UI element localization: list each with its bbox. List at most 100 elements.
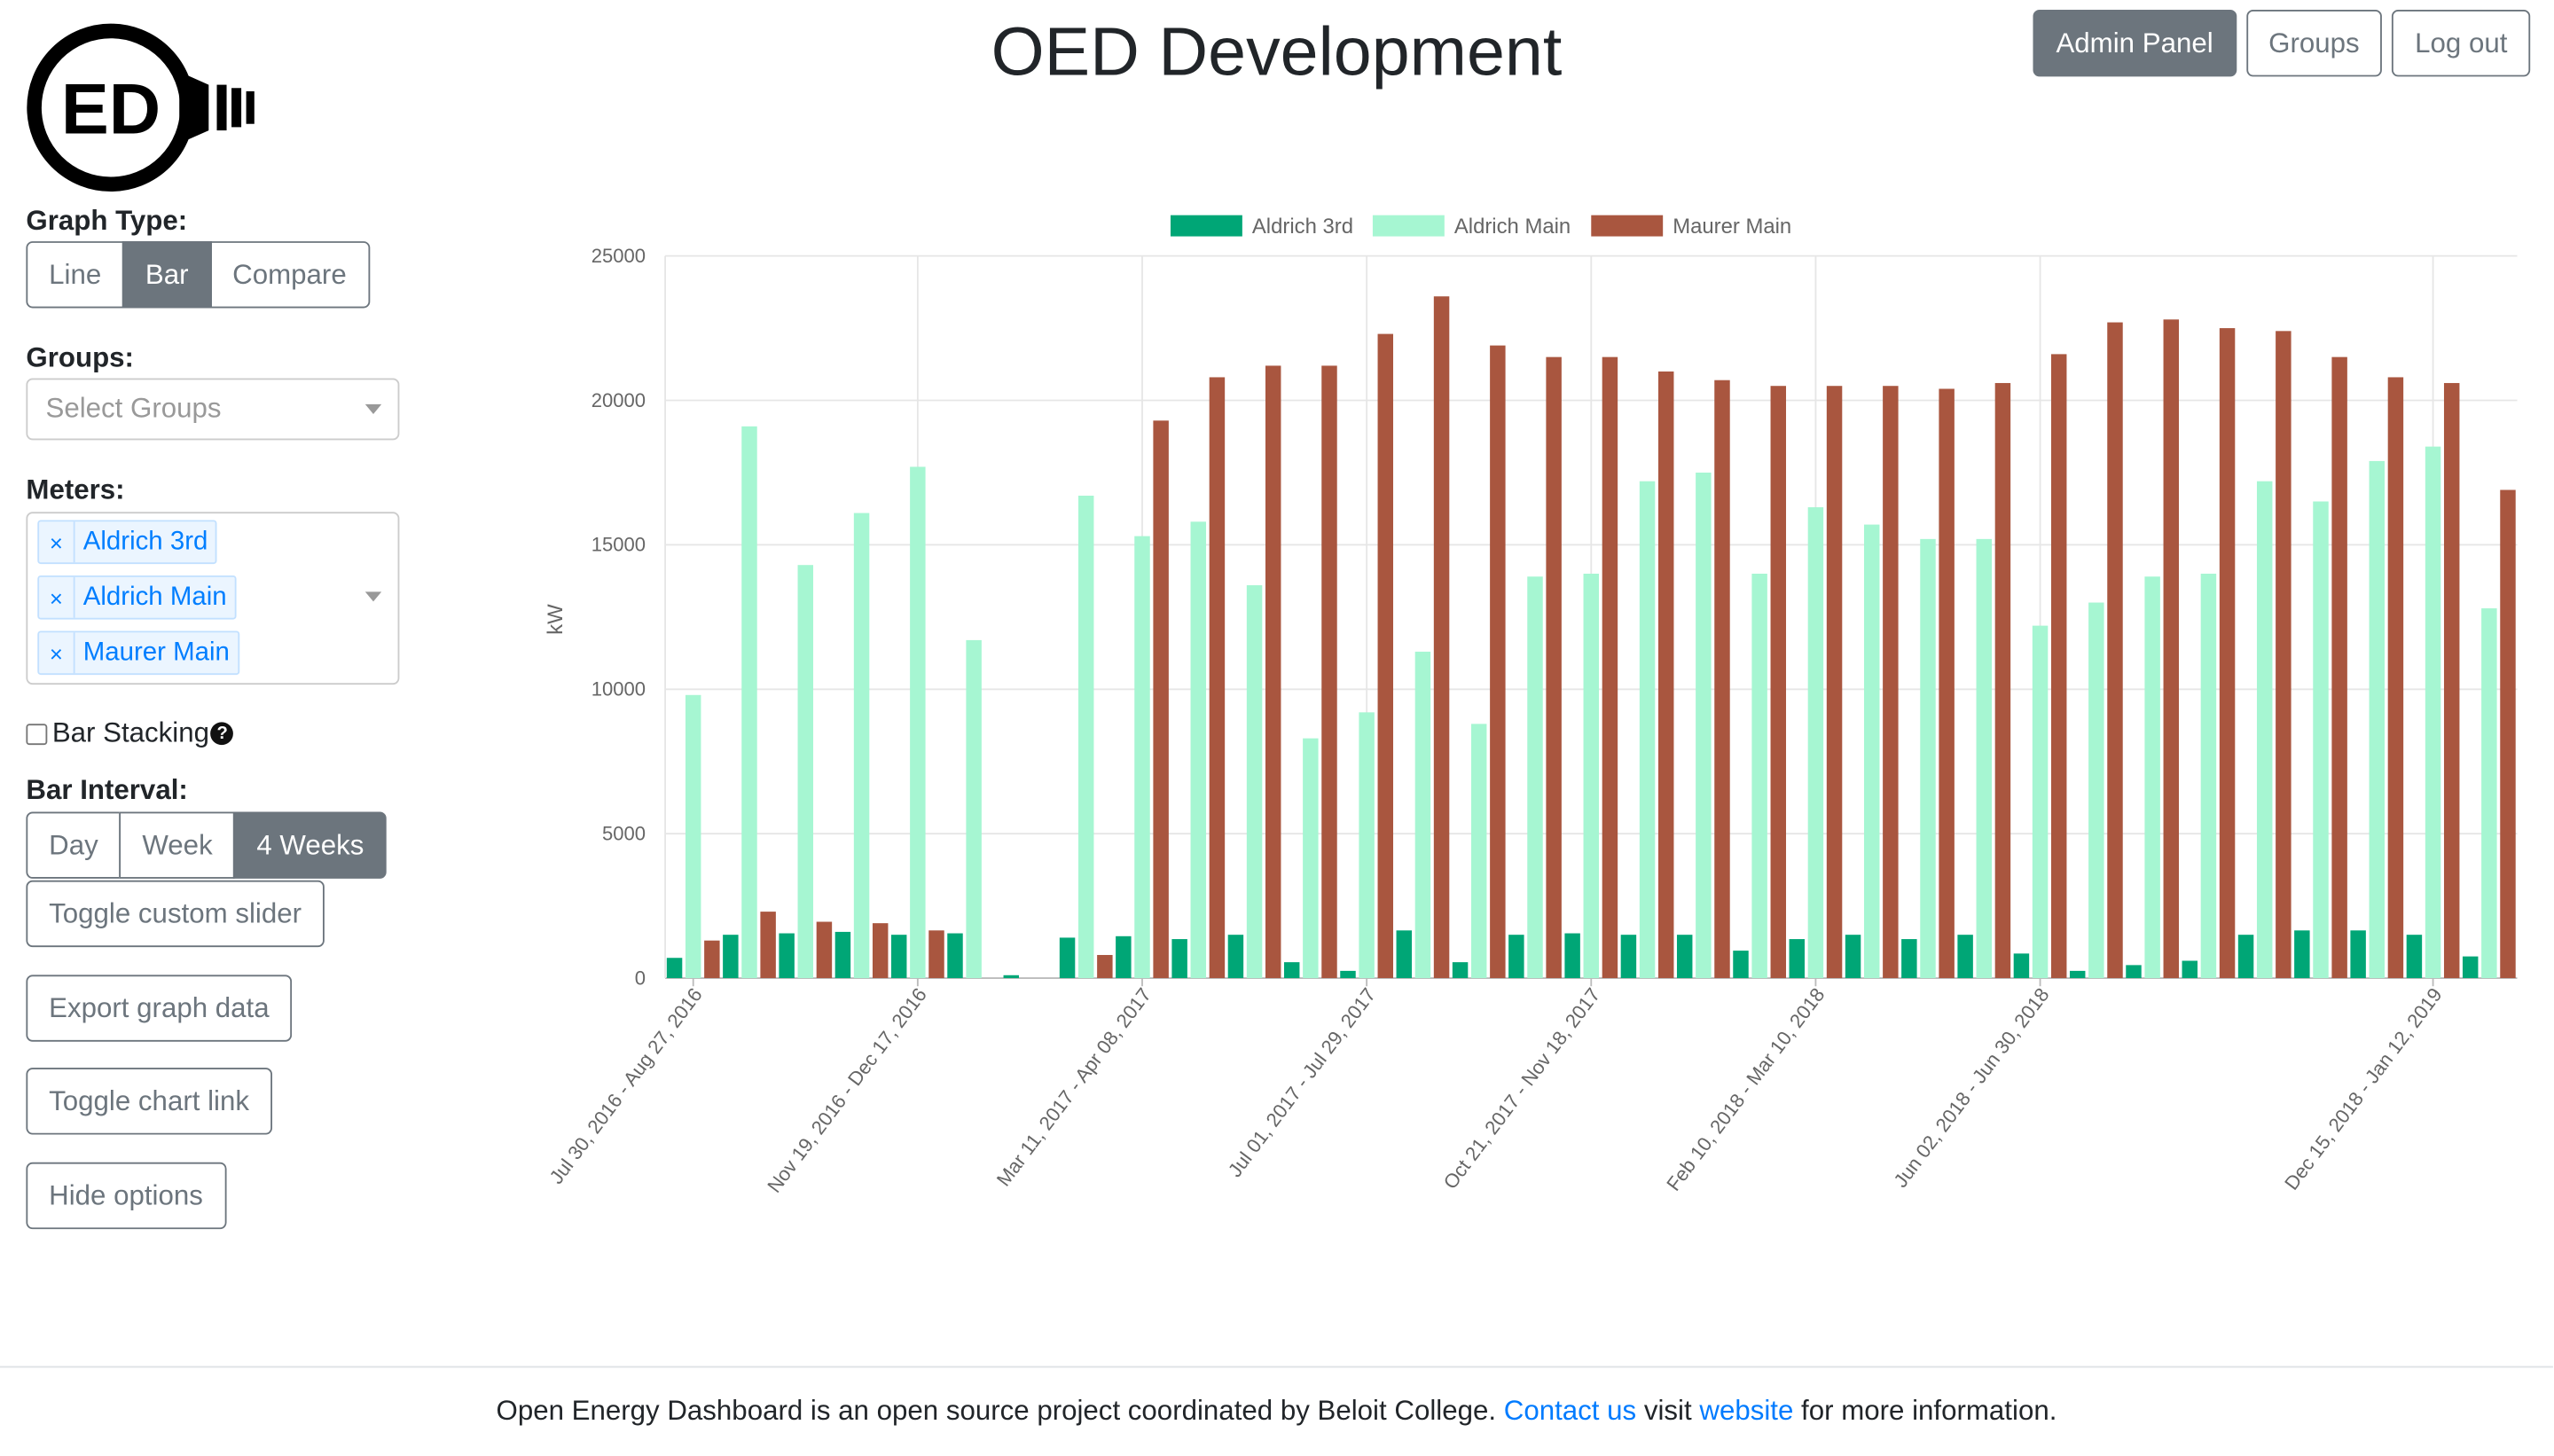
y-tick-label: 25000 xyxy=(591,245,646,267)
bar xyxy=(834,931,851,979)
bar xyxy=(853,513,870,979)
bar xyxy=(1807,507,1824,979)
bar xyxy=(797,565,814,979)
graph-type-compare-button[interactable]: Compare xyxy=(209,241,370,309)
bar-stacking-checkbox[interactable] xyxy=(26,723,48,745)
bar xyxy=(1826,386,1843,979)
bar xyxy=(1433,296,1450,979)
x-tick-label: Dec 15, 2018 - Jan 12, 2019 xyxy=(2280,983,2446,1194)
bar xyxy=(1733,951,1749,979)
bar xyxy=(1283,962,1300,979)
bar xyxy=(2331,356,2347,979)
contact-us-link[interactable]: Contact us xyxy=(1503,1395,1637,1427)
logo-text: ED xyxy=(61,70,161,150)
bar xyxy=(1077,496,1094,979)
meters-select[interactable]: × Aldrich 3rd × Aldrich Main × Maurer Ma… xyxy=(26,512,400,685)
bar xyxy=(1602,356,1618,979)
remove-tag-icon[interactable]: × xyxy=(39,521,75,563)
y-tick-label: 15000 xyxy=(591,534,646,556)
y-tick-label: 20000 xyxy=(591,389,646,411)
bar xyxy=(1583,573,1600,979)
interval-week-button[interactable]: Week xyxy=(119,811,236,879)
bar xyxy=(1957,935,1973,979)
y-axis-label: kW xyxy=(544,604,568,635)
remove-tag-icon[interactable]: × xyxy=(39,576,75,618)
legend-swatch xyxy=(1170,215,1242,237)
meters-label: Meters: xyxy=(26,474,125,505)
legend-label: Aldrich Main xyxy=(1454,215,1571,239)
x-tick-label: Feb 10, 2018 - Mar 10, 2018 xyxy=(1662,983,1829,1194)
bar xyxy=(1340,970,1356,979)
remove-tag-icon[interactable]: × xyxy=(39,632,75,674)
bar xyxy=(1639,481,1656,979)
bar xyxy=(685,694,701,979)
bar xyxy=(1414,651,1431,979)
bar xyxy=(1845,935,1861,979)
bar xyxy=(2369,460,2386,979)
bar xyxy=(1116,935,1132,979)
export-graph-data-button[interactable]: Export graph data xyxy=(26,975,293,1042)
legend-label: Aldrich 3rd xyxy=(1252,215,1353,239)
chart-bars xyxy=(666,296,2516,979)
bar-interval-label: Bar Interval: xyxy=(26,774,188,806)
x-tick-label: Jun 02, 2018 - Jun 30, 2018 xyxy=(1889,983,2053,1191)
logout-button[interactable]: Log out xyxy=(2392,10,2531,77)
bar xyxy=(1920,538,1936,979)
footer-text-middle: visit xyxy=(1643,1395,1692,1427)
bar xyxy=(2500,489,2516,979)
bar xyxy=(2144,576,2160,979)
admin-panel-button[interactable]: Admin Panel xyxy=(2033,10,2237,77)
bar xyxy=(1714,380,1730,979)
bar xyxy=(2013,953,2030,979)
footer-divider xyxy=(0,1366,2553,1368)
y-tick-label: 10000 xyxy=(591,678,646,701)
bar xyxy=(723,935,739,979)
bar xyxy=(1470,724,1487,979)
toggle-chart-link-button[interactable]: Toggle chart link xyxy=(26,1068,272,1135)
bar xyxy=(2462,956,2479,979)
bar-stacking-row: Bar Stacking ? xyxy=(26,717,234,750)
bar xyxy=(1863,524,1880,979)
bar xyxy=(1994,382,2011,979)
groups-button[interactable]: Groups xyxy=(2245,10,2383,77)
bar xyxy=(2219,328,2236,979)
graph-type-toggle: Line Bar Compare xyxy=(26,241,370,309)
bar xyxy=(1770,386,1787,979)
meter-tag-aldrich-main: × Aldrich Main xyxy=(37,575,237,620)
bar xyxy=(1359,712,1375,979)
legend-swatch xyxy=(1591,215,1664,237)
graph-type-bar-button[interactable]: Bar xyxy=(122,241,212,309)
chevron-down-icon[interactable] xyxy=(364,591,382,602)
bar xyxy=(890,935,907,979)
bar xyxy=(2107,322,2123,979)
interval-4-weeks-button[interactable]: 4 Weeks xyxy=(233,811,388,879)
chart-legend: Aldrich 3rd Aldrich Main Maurer Main xyxy=(1170,215,1791,239)
bar xyxy=(2425,446,2441,979)
meter-tag-label: Maurer Main xyxy=(82,638,230,666)
bar xyxy=(2069,970,2086,979)
meter-tag-label: Aldrich 3rd xyxy=(82,527,208,555)
interval-day-button[interactable]: Day xyxy=(26,811,121,879)
meter-tag-aldrich-3rd: × Aldrich 3rd xyxy=(37,520,218,565)
bar xyxy=(1246,585,1263,979)
bar xyxy=(2276,331,2292,979)
help-icon[interactable]: ? xyxy=(210,722,234,746)
bar xyxy=(1452,962,1469,979)
toggle-custom-slider-button[interactable]: Toggle custom slider xyxy=(26,880,325,948)
y-axis: 0 5000 10000 15000 20000 25000 xyxy=(591,245,646,989)
bar xyxy=(2088,602,2104,979)
hide-options-button[interactable]: Hide options xyxy=(26,1162,226,1230)
graph-type-line-button[interactable]: Line xyxy=(26,241,124,309)
bar xyxy=(1153,420,1169,979)
bar xyxy=(1657,371,1674,979)
bar xyxy=(1265,365,1281,979)
bar xyxy=(1883,386,1899,979)
website-link[interactable]: website xyxy=(1699,1395,1794,1427)
groups-select[interactable]: Select Groups xyxy=(26,378,400,441)
bar xyxy=(1696,472,1712,979)
y-tick-label: 0 xyxy=(635,967,646,989)
chevron-down-icon[interactable] xyxy=(364,403,382,414)
bar xyxy=(2163,319,2180,979)
bar xyxy=(1939,388,1955,979)
bar xyxy=(2481,608,2497,979)
